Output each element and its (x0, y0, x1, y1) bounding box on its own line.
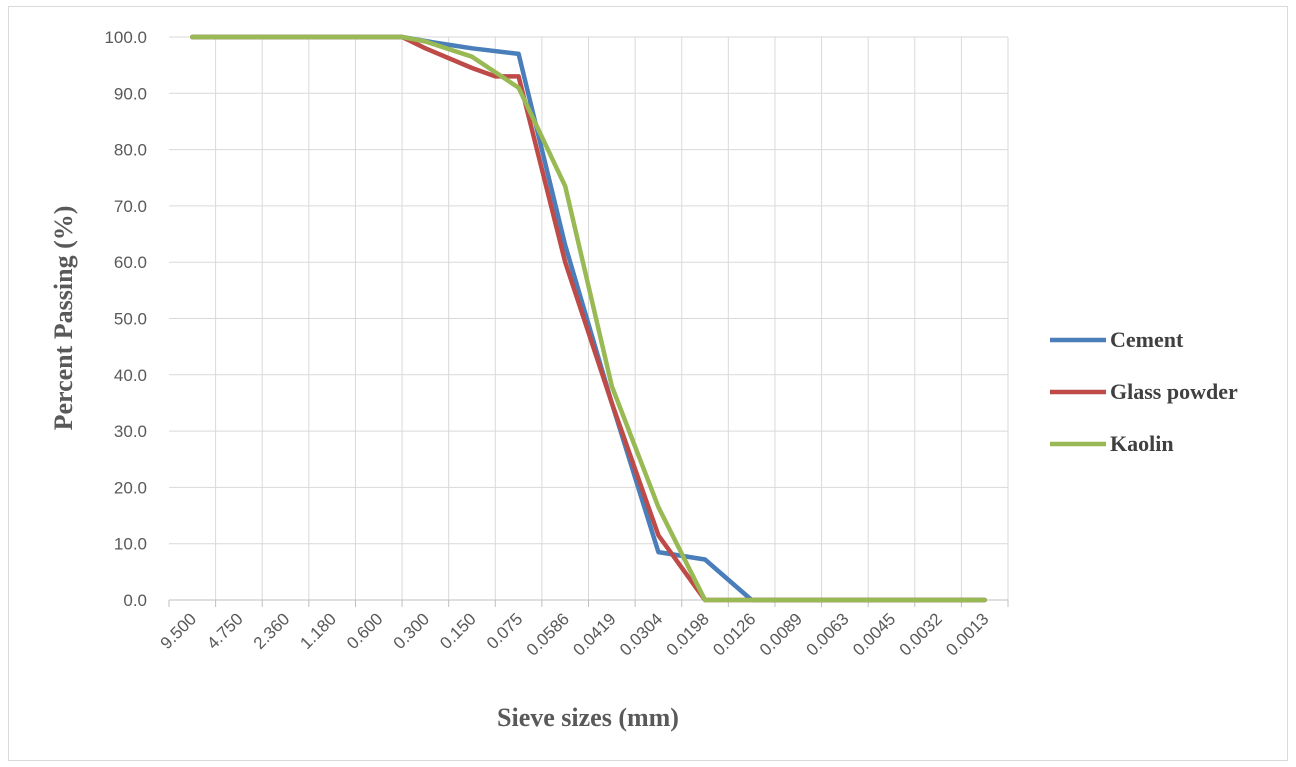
x-tick-label: 0.300 (390, 609, 434, 653)
y-tick-label: 50.0 (114, 310, 147, 329)
legend-label-glass-powder: Glass powder (1110, 379, 1238, 404)
y-tick-label: 70.0 (114, 197, 147, 216)
y-tick-label: 10.0 (114, 535, 147, 554)
x-tick-label: 0.600 (343, 609, 387, 653)
legend-label-cement: Cement (1110, 327, 1184, 352)
y-tick-labels: 0.0 10.0 20.0 30.0 40.0 50.0 60.0 70.0 80.0 90.0 1… (104, 28, 147, 610)
x-tick-label: 0.0304 (616, 609, 666, 659)
y-axis-title: Percent Passing (%) (49, 206, 78, 431)
y-tick-label: 100.0 (104, 28, 147, 47)
legend-label-kaolin: Kaolin (1110, 431, 1174, 456)
x-tick-label: 0.0032 (896, 609, 946, 659)
x-tick-label: 2.360 (250, 609, 294, 653)
x-tick-label: 0.075 (483, 609, 527, 653)
x-tick-label: 0.0013 (942, 609, 992, 659)
x-tick-label: 0.0586 (523, 609, 573, 659)
x-tick-label: 4.750 (203, 609, 247, 653)
x-tick-label: 0.150 (436, 609, 480, 653)
x-tick-label: 9.500 (157, 609, 201, 653)
y-tick-label: 40.0 (114, 366, 147, 385)
y-tick-label: 90.0 (114, 84, 147, 103)
x-tick-label: 0.0045 (849, 609, 899, 659)
y-tick-label: 20.0 (114, 478, 147, 497)
x-tick-label: 0.0419 (569, 609, 619, 659)
y-tick-label: 60.0 (114, 253, 147, 272)
x-tick-label: 1.180 (296, 609, 340, 653)
x-tick-label: 0.0198 (663, 609, 713, 659)
y-tick-label: 0.0 (123, 591, 147, 610)
y-tick-label: 30.0 (114, 422, 147, 441)
x-tick-label: 0.0089 (756, 609, 806, 659)
y-tick-label: 80.0 (114, 141, 147, 160)
x-tick-label: 0.0126 (709, 609, 759, 659)
x-tick-labels: 9.500 4.750 2.360 1.180 0.600 0.300 0.150 0.075… (157, 609, 993, 659)
x-tick-label: 0.0063 (802, 609, 852, 659)
legend: Cement Glass powder Kaolin (1050, 327, 1238, 456)
x-axis-title: Sieve sizes (mm) (497, 703, 679, 732)
